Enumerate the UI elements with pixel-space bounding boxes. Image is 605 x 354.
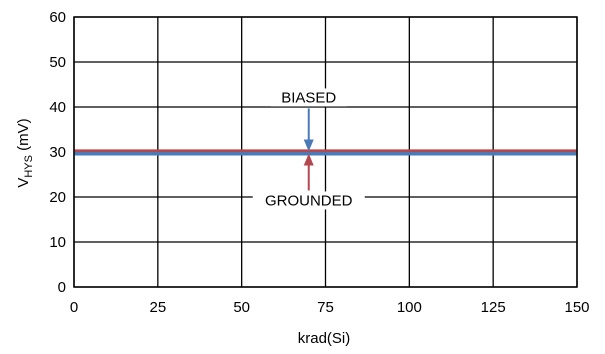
annotation-arrow-head-biased	[303, 139, 314, 152]
y-tick-label: 30	[49, 144, 66, 161]
annotation-label-bg-grounded	[252, 191, 365, 210]
annotation-label-bg-biased	[270, 88, 347, 107]
y-axis-title-subscript: HYS	[23, 155, 35, 178]
x-tick-label: 100	[397, 299, 422, 316]
series-lines	[74, 149, 577, 156]
plot-frame	[73, 16, 578, 288]
y-tick-label: 40	[49, 99, 66, 116]
x-tick-label: 150	[564, 299, 589, 316]
annotations: BIASED GROUNDED	[252, 88, 365, 210]
y-tick-label: 50	[49, 54, 66, 71]
x-tick-label: 0	[70, 299, 78, 316]
tick-labels: 0 25 50 75 100 125 150 0 10 20 30 40 50 60	[49, 9, 589, 316]
annotation-arrow-head-grounded	[303, 153, 314, 166]
y-tick-label: 20	[49, 189, 66, 206]
plot-border	[73, 16, 578, 288]
x-tick-label: 25	[149, 299, 166, 316]
y-tick-label: 60	[49, 9, 66, 26]
y-axis-title-main: V	[15, 178, 32, 188]
annotation-label-grounded: GROUNDED	[265, 192, 353, 209]
x-axis-title: krad(Si)	[298, 330, 351, 347]
x-tick-label: 125	[481, 299, 506, 316]
y-axis-title-unit: (mV)	[15, 118, 32, 155]
y-tick-label: 10	[49, 234, 66, 251]
y-axis-title: VHYS (mV)	[15, 118, 35, 187]
y-tick-label: 0	[58, 279, 66, 296]
x-tick-label: 50	[233, 299, 250, 316]
annotation-label-biased: BIASED	[281, 89, 336, 106]
x-tick-label: 75	[317, 299, 334, 316]
